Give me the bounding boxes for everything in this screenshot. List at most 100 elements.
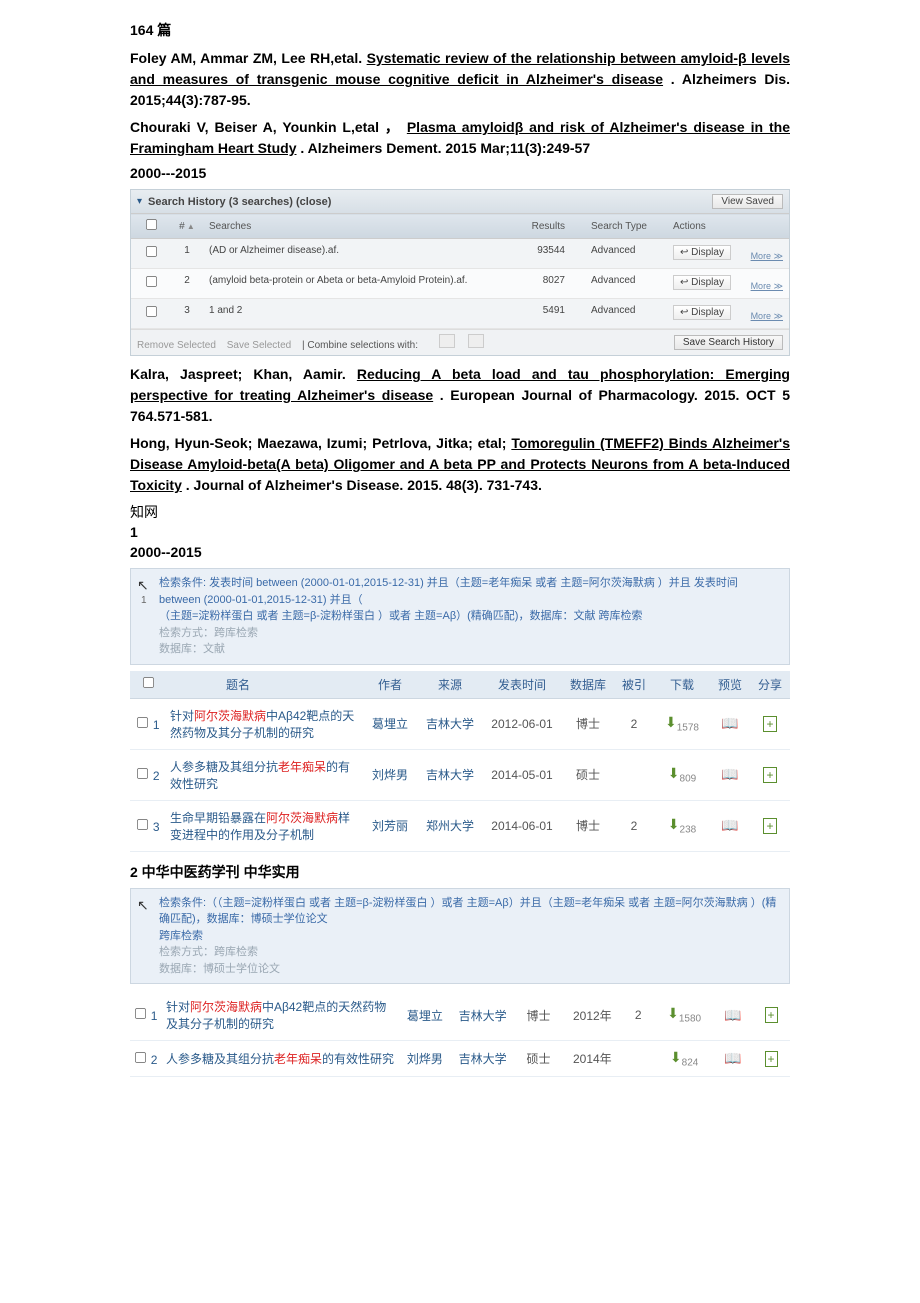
result-title-link[interactable]: 针对阿尔茨海默病中Aβ42靶点的天然药物及其分子机制的研究: [170, 709, 354, 740]
row-checkbox[interactable]: 3: [130, 800, 166, 851]
cond1-line2: （主题=淀粉样蛋白 或者 主题=β-淀粉样蛋白 ）或者 主题=Aβ）(精确匹配)…: [159, 608, 781, 625]
row-preview[interactable]: 📖: [714, 990, 752, 1041]
save-selected-button[interactable]: Save Selected: [227, 340, 292, 351]
row-date: 2014年: [562, 1041, 622, 1077]
combine-and-button[interactable]: [439, 334, 455, 348]
row-author[interactable]: 刘烨男: [362, 749, 418, 800]
row-source[interactable]: 吉林大学: [451, 1041, 515, 1077]
row-cite: 2: [614, 698, 654, 749]
table-row: 2人参多糖及其组分抗老年痴呆的有效性研究刘烨男吉林大学2014-05-01硕士⬇…: [130, 749, 790, 800]
row-source[interactable]: 吉林大学: [451, 990, 515, 1041]
ovid-col-results: Results: [499, 214, 585, 239]
section-1-number: 1: [130, 524, 790, 540]
ovid-col-checkbox[interactable]: [131, 214, 171, 239]
cnki1-col-preview: 预览: [710, 671, 750, 699]
cnki1-col-cite: 被引: [614, 671, 654, 699]
save-search-history-button[interactable]: Save Search History: [674, 335, 783, 350]
row-download[interactable]: ⬇1580: [654, 990, 714, 1041]
row-checkbox[interactable]: 1: [130, 990, 162, 1041]
ovid-row-results: 8027: [499, 269, 585, 299]
year-range-1: 2000---2015: [130, 165, 790, 181]
more-link[interactable]: More ≫: [751, 281, 783, 292]
cnki-results-table-1: 题名 作者 来源 发表时间 数据库 被引 下载 预览 分享 1针对阿尔茨海默病中…: [130, 671, 790, 852]
display-button[interactable]: ↩ Display: [673, 275, 731, 290]
ovid-row-checkbox[interactable]: [131, 239, 171, 269]
row-db: 博士: [562, 698, 614, 749]
display-button[interactable]: ↩ Display: [673, 245, 731, 260]
row-download[interactable]: ⬇824: [654, 1041, 714, 1077]
collapse-icon[interactable]: ▾: [137, 196, 142, 207]
ovid-search-history: ▾ Search History (3 searches) (close) Vi…: [130, 189, 790, 356]
reference-2: Chouraki V, Beiser A, Younkin L,etal ， P…: [130, 117, 790, 159]
ovid-row-num: 1: [171, 239, 203, 269]
cnki1-col-db: 数据库: [562, 671, 614, 699]
view-saved-button[interactable]: View Saved: [712, 194, 783, 209]
ovid-col-searches: Searches: [203, 214, 499, 239]
cond1-line1: 检索条件: 发表时间 between (2000-01-01,2015-12-3…: [159, 575, 781, 608]
row-author[interactable]: 葛埋立: [362, 698, 418, 749]
row-checkbox[interactable]: 2: [130, 749, 166, 800]
ovid-row-num: 3: [171, 299, 203, 329]
cond1-index: 1: [141, 593, 147, 608]
cnki-search-condition-1: ↖ 1 检索条件: 发表时间 between (2000-01-01,2015-…: [130, 568, 790, 665]
row-download[interactable]: ⬇238: [654, 800, 710, 851]
row-author[interactable]: 葛埋立: [399, 990, 451, 1041]
ovid-col-num[interactable]: #: [171, 214, 203, 239]
table-row: 1针对阿尔茨海默病中Aβ42靶点的天然药物及其分子机制的研究葛埋立吉林大学博士2…: [130, 990, 790, 1041]
cond2-line4: 数据库：博硕士学位论文: [159, 961, 781, 978]
row-share[interactable]: +: [750, 749, 790, 800]
cnki1-col-title: 题名: [166, 671, 362, 699]
more-link[interactable]: More ≫: [751, 311, 783, 322]
row-preview[interactable]: 📖: [710, 698, 750, 749]
row-download[interactable]: ⬇809: [654, 749, 710, 800]
row-preview[interactable]: 📖: [710, 749, 750, 800]
ovid-row-checkbox[interactable]: [131, 299, 171, 329]
ovid-row-actions: ↩ Display More ≫: [667, 299, 789, 329]
display-button[interactable]: ↩ Display: [673, 305, 731, 320]
ovid-row-query: 1 and 2: [203, 299, 499, 329]
row-checkbox[interactable]: 2: [130, 1041, 162, 1077]
row-cite: 2: [622, 990, 654, 1041]
row-db: 博士: [562, 800, 614, 851]
more-link[interactable]: More ≫: [751, 251, 783, 262]
ovid-row-results: 5491: [499, 299, 585, 329]
row-source[interactable]: 吉林大学: [418, 698, 482, 749]
ref2-authors: Chouraki V, Beiser A, Younkin L,etal ，: [130, 119, 407, 135]
ovid-row-checkbox[interactable]: [131, 269, 171, 299]
row-share[interactable]: +: [752, 990, 790, 1041]
row-download[interactable]: ⬇1578: [654, 698, 710, 749]
cursor-icon: ↖: [137, 895, 149, 916]
result-title-link[interactable]: 人参多糖及其组分抗老年痴呆的有效性研究: [170, 760, 350, 791]
cnki1-col-source: 来源: [418, 671, 482, 699]
cond2-line3: 检索方式：跨库检索: [159, 944, 781, 961]
row-source[interactable]: 郑州大学: [418, 800, 482, 851]
year-range-2: 2000--2015: [130, 544, 790, 560]
result-title-link[interactable]: 人参多糖及其组分抗老年痴呆的有效性研究: [166, 1052, 394, 1066]
row-source[interactable]: 吉林大学: [418, 749, 482, 800]
cond1-line4: 数据库：文献: [159, 641, 781, 658]
row-share[interactable]: +: [752, 1041, 790, 1077]
row-author[interactable]: 刘烨男: [399, 1041, 451, 1077]
ovid-table: # Searches Results Search Type Actions 1…: [131, 213, 789, 329]
row-author[interactable]: 刘芳丽: [362, 800, 418, 851]
row-preview[interactable]: 📖: [714, 1041, 752, 1077]
row-cite: [622, 1041, 654, 1077]
cnki1-col-download: 下载: [654, 671, 710, 699]
cond2-line2: 跨库检索: [159, 928, 781, 945]
remove-selected-button[interactable]: Remove Selected: [137, 340, 216, 351]
ovid-row-type: Advanced: [585, 239, 667, 269]
ref4-tail: . Journal of Alzheimer's Disease. 2015. …: [186, 477, 542, 493]
row-share[interactable]: +: [750, 698, 790, 749]
result-title-link[interactable]: 针对阿尔茨海默病中Aβ42靶点的天然药物及其分子机制的研究: [166, 1000, 386, 1031]
result-title-link[interactable]: 生命早期铅暴露在阿尔茨海默病样变进程中的作用及分子机制: [170, 811, 350, 842]
combine-or-button[interactable]: [468, 334, 484, 348]
table-row: 3生命早期铅暴露在阿尔茨海默病样变进程中的作用及分子机制刘芳丽郑州大学2014-…: [130, 800, 790, 851]
row-date: 2014-06-01: [482, 800, 562, 851]
cnki1-col-chk[interactable]: [130, 671, 166, 699]
row-date: 2012-06-01: [482, 698, 562, 749]
reference-3: Kalra, Jaspreet; Khan, Aamir. Reducing A…: [130, 364, 790, 427]
ovid-header-bar: ▾ Search History (3 searches) (close) Vi…: [131, 190, 789, 213]
row-share[interactable]: +: [750, 800, 790, 851]
row-checkbox[interactable]: 1: [130, 698, 166, 749]
row-preview[interactable]: 📖: [710, 800, 750, 851]
